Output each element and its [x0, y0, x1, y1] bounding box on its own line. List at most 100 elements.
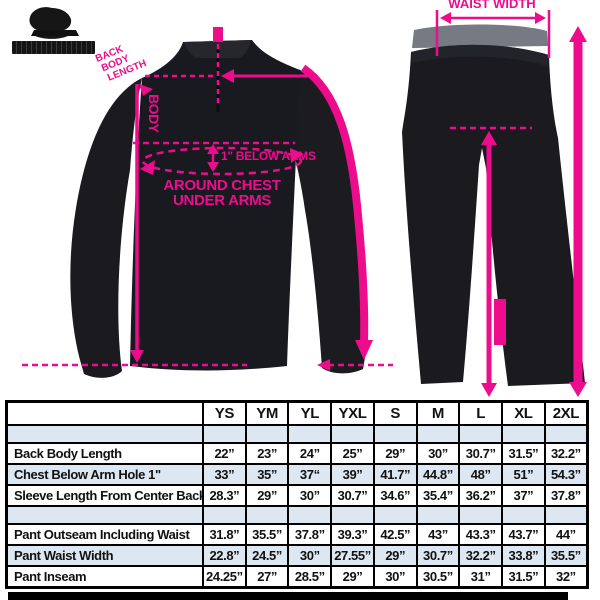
- outseam-up-arrowhead-icon: [569, 26, 587, 42]
- size-value: 31.5”: [501, 442, 546, 465]
- col-header: XL: [501, 400, 546, 426]
- size-value: 29”: [372, 442, 418, 465]
- size-value: 27.55”: [330, 544, 375, 567]
- size-table-header-row: YS YM YL YXL S M L XL 2XL: [5, 400, 589, 426]
- size-value: 24.5”: [244, 544, 290, 567]
- table-row: Pant Outseam Including Waist 31.8” 35.5”…: [5, 523, 589, 546]
- size-value: 22”: [202, 442, 247, 465]
- body-length-down-arrowhead-icon: [130, 350, 144, 363]
- table-row: Pant Inseam 24.25” 27” 28.5” 29” 30” 30.…: [5, 565, 589, 589]
- col-header: S: [372, 400, 418, 426]
- size-value: 30”: [372, 565, 418, 589]
- size-value: 25”: [330, 442, 375, 465]
- size-value: 37.8”: [287, 523, 333, 546]
- table-row: Pant Waist Width 22.8” 24.5” 30” 27.55” …: [5, 544, 589, 567]
- size-value: 30.5”: [415, 565, 461, 589]
- col-header: YXL: [330, 400, 375, 426]
- jacket-body: [130, 40, 300, 371]
- size-value: 28.3”: [202, 484, 247, 507]
- jacket-left-sleeve: [70, 78, 142, 378]
- waist-width-label: WAIST WIDTH: [448, 0, 535, 11]
- size-value: 43.7”: [501, 523, 546, 546]
- col-header: L: [458, 400, 504, 426]
- size-value: 51”: [501, 463, 546, 486]
- col-header: YL: [287, 400, 333, 426]
- size-value: 43.3”: [458, 523, 504, 546]
- brand-wordmark: [12, 41, 95, 54]
- size-value: 30”: [415, 442, 461, 465]
- sleeve-length-curve: [300, 64, 369, 343]
- size-value: 22.8”: [202, 544, 247, 567]
- pants-waistband-liner: [412, 24, 548, 48]
- inseam-up-arrowhead-icon: [481, 131, 497, 145]
- size-value: 35.5”: [543, 544, 589, 567]
- waist-left-arrowhead-icon: [440, 12, 451, 24]
- size-table: YS YM YL YXL S M L XL 2XL Back Body Leng…: [5, 400, 589, 589]
- outseam-down-arrowhead-icon: [569, 382, 587, 397]
- chest-ellipse: [141, 146, 303, 176]
- spacer-row: [5, 505, 589, 525]
- back-body-pointer-arrowhead-icon: [139, 84, 153, 96]
- body-axis-label: BODY: [146, 94, 162, 134]
- size-value: 33”: [202, 463, 247, 486]
- size-value: 39”: [330, 463, 375, 486]
- size-value: 35.5”: [244, 523, 290, 546]
- size-value: 31.8”: [202, 523, 247, 546]
- sleeve-down-arrowhead-icon: [355, 340, 373, 360]
- row-label: Chest Below Arm Hole 1": [5, 463, 204, 486]
- jacket-annotations: BACK BODY LENGTH BODY 1" BELOW ARMS AROU…: [22, 27, 393, 371]
- col-header: YM: [244, 400, 290, 426]
- inseam-thick-segment: [494, 299, 506, 345]
- spacer-row: [5, 424, 589, 444]
- size-value: 33.8”: [501, 544, 546, 567]
- below-arms-down-arrowhead-icon: [207, 162, 219, 172]
- size-value: 37”: [501, 484, 546, 507]
- chest-right-arrowhead-icon: [290, 148, 304, 163]
- size-value: 37.8”: [543, 484, 589, 507]
- size-value: 32.2”: [458, 544, 504, 567]
- size-value: 29”: [244, 484, 290, 507]
- size-value: 24.25”: [202, 565, 247, 589]
- size-value: 54.3”: [543, 463, 589, 486]
- corner-cell: [5, 400, 204, 426]
- chest-label-line1: AROUND CHEST: [163, 177, 280, 194]
- size-value: 29”: [330, 565, 375, 589]
- col-header: 2XL: [543, 400, 589, 426]
- table-row: Back Body Length 22” 23” 24” 25” 29” 30”…: [5, 442, 589, 465]
- table-row: Chest Below Arm Hole 1" 33” 35” 37“ 39” …: [5, 463, 589, 486]
- size-value: 29”: [372, 544, 418, 567]
- size-value: 30.7”: [458, 442, 504, 465]
- pants-body: [402, 44, 585, 387]
- row-label: Pant Inseam: [5, 565, 204, 589]
- row-label: Sleeve Length From Center Back: [5, 484, 204, 507]
- size-value: 30”: [287, 484, 333, 507]
- size-value: 27”: [244, 565, 290, 589]
- mask-logo-icon: [29, 7, 79, 39]
- col-header: YS: [202, 400, 247, 426]
- below-arms-up-arrowhead-icon: [207, 144, 219, 154]
- size-value: 35”: [244, 463, 290, 486]
- size-value: 30.7”: [330, 484, 375, 507]
- back-body-label: BACK BODY LENGTH: [94, 43, 148, 83]
- size-value: 43”: [415, 523, 461, 546]
- cuff-left-arrowhead-icon: [317, 359, 330, 371]
- size-value: 31.5”: [501, 565, 546, 589]
- size-value: 44.8”: [415, 463, 461, 486]
- size-value: 31”: [458, 565, 504, 589]
- size-value: 35.4”: [415, 484, 461, 507]
- size-value: 30”: [287, 544, 333, 567]
- size-value: 42.5”: [372, 523, 418, 546]
- size-value: 36.2”: [458, 484, 504, 507]
- size-value: 30.7”: [415, 544, 461, 567]
- size-value: 48”: [458, 463, 504, 486]
- size-value: 28.5”: [287, 565, 333, 589]
- pants-waistband: [411, 44, 549, 66]
- collar-tick-mark: [213, 27, 223, 42]
- pants-graphic: [402, 24, 585, 387]
- neck-left-arrowhead-icon: [221, 69, 234, 83]
- inseam-down-arrowhead-icon: [481, 383, 497, 397]
- size-value: 37“: [287, 463, 333, 486]
- row-label: Pant Outseam Including Waist: [5, 523, 204, 546]
- size-value: 39.3”: [330, 523, 375, 546]
